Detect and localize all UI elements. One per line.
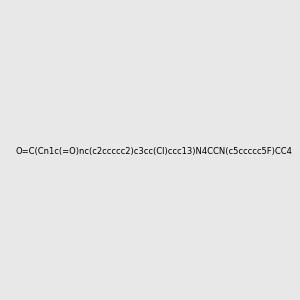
Text: O=C(Cn1c(=O)nc(c2ccccc2)c3cc(Cl)ccc13)N4CCN(c5ccccc5F)CC4: O=C(Cn1c(=O)nc(c2ccccc2)c3cc(Cl)ccc13)N4… <box>15 147 292 156</box>
